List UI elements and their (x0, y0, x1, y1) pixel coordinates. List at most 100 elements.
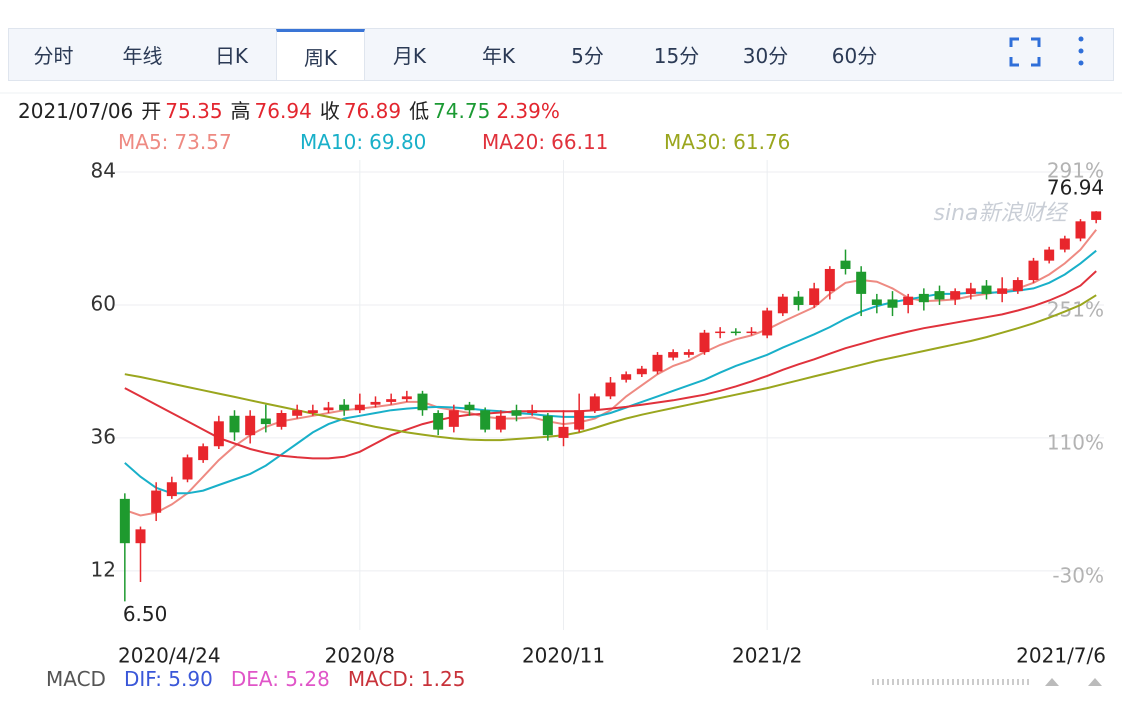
candle-body (965, 288, 976, 294)
candle (903, 293, 914, 314)
candle (934, 285, 945, 305)
quote-label: 低 (409, 99, 429, 123)
candle (887, 291, 898, 317)
candle (182, 454, 193, 483)
candle-body (260, 418, 271, 425)
candle-body (542, 415, 553, 436)
candle-body (213, 421, 224, 447)
candle (119, 493, 130, 602)
candle (198, 443, 209, 463)
x-tick-label: 2021/2 (732, 644, 802, 668)
candle (793, 291, 804, 311)
y2-label: 251% (1047, 297, 1104, 321)
tab[interactable]: 月K (392, 44, 427, 68)
candle (135, 526, 146, 582)
candle (354, 393, 365, 414)
watermark: sina新浪财经 (934, 201, 1069, 226)
tab[interactable]: 日K (214, 44, 249, 68)
candle-body (793, 296, 804, 305)
candle-body (683, 352, 694, 355)
candle-body (307, 410, 318, 414)
legend-sep: : (720, 130, 727, 154)
candle (950, 288, 961, 305)
candle-body (119, 498, 130, 544)
candle-body (621, 374, 632, 380)
candle-body (276, 413, 287, 427)
candle (386, 393, 397, 405)
candle (605, 376, 616, 400)
candle (511, 404, 522, 422)
tab[interactable]: 5分 (571, 44, 604, 68)
candle (151, 482, 162, 522)
candle-body (245, 415, 256, 436)
candle (1028, 257, 1039, 283)
legend-sep: : (356, 130, 363, 154)
quote-value: 76.89 (344, 99, 401, 123)
candle (339, 399, 350, 416)
tab[interactable]: 年线 (122, 44, 163, 68)
tab[interactable]: 年K (481, 44, 516, 68)
candle-body (730, 331, 741, 334)
candle (574, 393, 585, 433)
candle-body (527, 410, 538, 414)
candle (699, 329, 710, 355)
quote-line: 2021/07/06 开 75.35 高 76.94 收 76.89 低 74.75 2.39% (18, 99, 560, 123)
y2-label: 291% (1047, 159, 1104, 183)
candle (229, 410, 240, 441)
candle (636, 365, 647, 377)
candle-body (448, 410, 459, 427)
candle (589, 393, 600, 414)
tab[interactable]: 15分 (653, 44, 700, 68)
candle-body (511, 410, 522, 416)
macd-item: MACD: 1.25 (348, 667, 466, 691)
candle-body (809, 288, 820, 305)
macd-line: MACD DIF: 5.90 DEA: 5.28 MACD: 1.25 (46, 667, 465, 691)
candle (166, 476, 177, 499)
fullscreen-icon[interactable] (1009, 37, 1041, 67)
candle-body (151, 490, 162, 513)
candle-body (871, 299, 882, 305)
candle-body (668, 352, 679, 358)
candle (1075, 219, 1086, 242)
candle (918, 288, 929, 311)
candle-body (1075, 221, 1086, 239)
candle (542, 413, 553, 441)
candle-body (1028, 260, 1039, 281)
macd-controls (1045, 678, 1102, 686)
candle (213, 415, 224, 450)
candle (621, 371, 632, 383)
tab[interactable]: 周K (276, 29, 365, 80)
candle (683, 349, 694, 358)
candle-body (887, 299, 898, 308)
candle-body (824, 268, 835, 292)
candle-body (480, 410, 491, 430)
candle (495, 410, 506, 433)
tab[interactable]: 30分 (742, 44, 789, 68)
y-tick-label: 12 (91, 557, 116, 581)
candle (417, 390, 428, 416)
candle (401, 390, 412, 402)
candle (370, 396, 381, 408)
candle-body (746, 331, 757, 334)
candle-body (699, 332, 710, 353)
candle (840, 249, 851, 275)
legend-name: MA30 (664, 130, 720, 154)
legend-sep: : (538, 130, 545, 154)
ma-line (124, 249, 1097, 495)
candle (448, 404, 459, 433)
candle-body (1012, 280, 1023, 292)
candle (777, 293, 788, 317)
candle (997, 277, 1008, 303)
y-tick-label: 36 (91, 424, 116, 448)
tab[interactable]: 分时 (33, 44, 74, 68)
candle-body (1091, 211, 1102, 220)
legend-value: 73.57 (174, 130, 231, 154)
legend-value: 61.76 (733, 130, 790, 154)
y2-label: 110% (1047, 430, 1104, 454)
candle (730, 328, 741, 336)
x-tick-label: 2021/7/6 (1016, 644, 1106, 668)
more-icon[interactable] (1078, 36, 1084, 66)
tab[interactable]: 60分 (831, 44, 878, 68)
